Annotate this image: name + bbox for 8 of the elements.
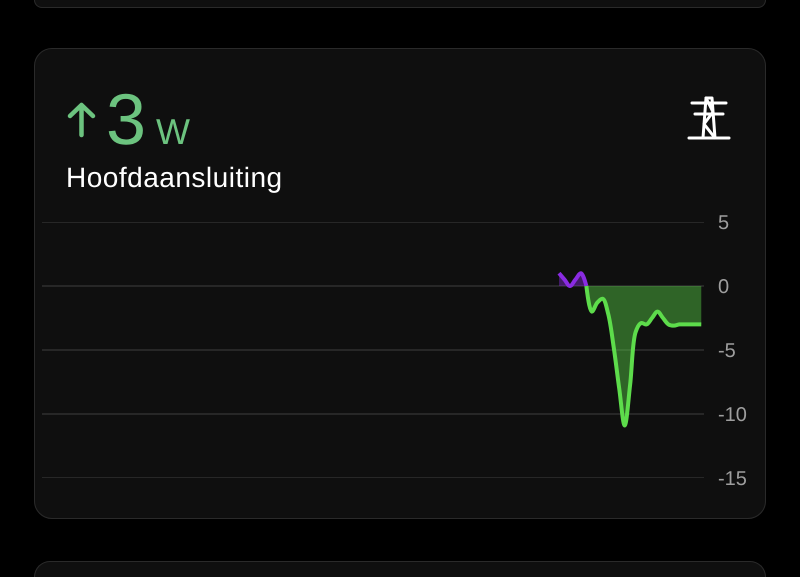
y-tick-label: -5 [718, 340, 736, 362]
y-tick-label: 0 [718, 276, 730, 298]
chart-title: Hoofdaansluiting [66, 162, 283, 194]
text: 3 [106, 80, 146, 160]
y-tick-label: -15 [718, 468, 747, 490]
y-tick-label: -10 [718, 404, 747, 426]
y-tick-label: 5 [718, 212, 730, 234]
text: W [156, 111, 190, 152]
